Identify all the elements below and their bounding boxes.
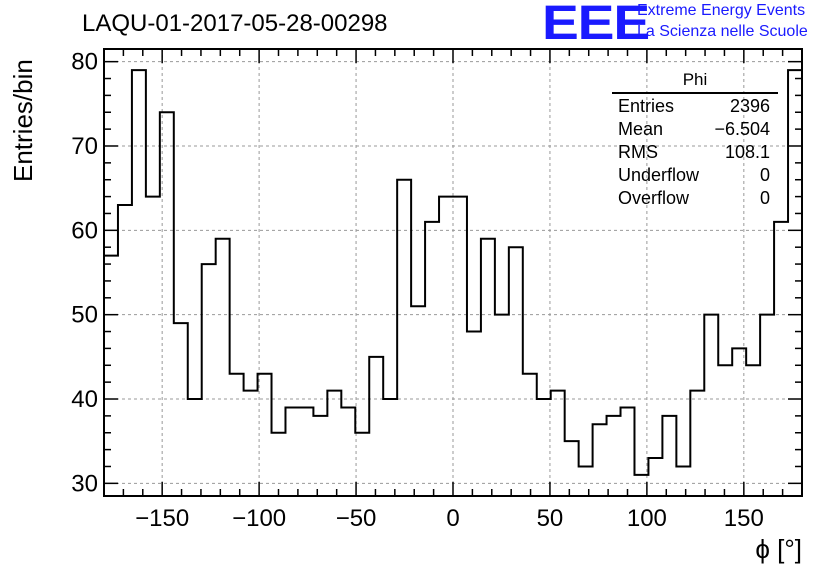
stats-row-overflow: Overflow 0 xyxy=(612,187,778,210)
chart-title: LAQU-01-2017-05-28-00298 xyxy=(82,10,388,37)
stats-label: Underflow xyxy=(618,165,700,185)
stats-value: 0 xyxy=(759,165,770,185)
stats-value: −6.504 xyxy=(714,119,770,139)
logo-caption-1: Extreme Energy Events xyxy=(637,2,806,19)
stats-value: 108.1 xyxy=(724,142,770,162)
y-tick-label: 80 xyxy=(71,49,98,76)
stats-value: 2396 xyxy=(729,96,770,116)
grid-lines xyxy=(104,49,802,496)
logo-caption-2: La Scienza nelle Scuole xyxy=(637,23,808,40)
stats-label: Entries xyxy=(618,96,675,116)
x-tick-label: 100 xyxy=(627,505,667,532)
x-tick-label: −100 xyxy=(232,505,286,532)
stats-value: 0 xyxy=(759,188,770,208)
stats-row-entries: Entries 2396 xyxy=(612,95,778,118)
y-tick-label: 70 xyxy=(71,133,98,160)
x-tick-label: 50 xyxy=(537,505,564,532)
stats-row-rms: RMS 108.1 xyxy=(612,141,778,164)
y-tick-label: 50 xyxy=(71,302,98,329)
x-tick-label: 0 xyxy=(446,505,459,532)
stats-row-mean: Mean −6.504 xyxy=(612,118,778,141)
y-tick-label: 60 xyxy=(71,217,98,244)
x-tick-label: −50 xyxy=(336,505,377,532)
x-axis-label: ϕ [°] xyxy=(755,534,802,564)
stats-row-underflow: Underflow 0 xyxy=(612,164,778,187)
stats-label: Overflow xyxy=(618,188,690,208)
y-tick-label: 30 xyxy=(71,470,98,497)
x-tick-label: 150 xyxy=(724,505,764,532)
axes: −150 −100 −50 0 50 100 150 30 40 50 60 70 80 xyxy=(71,49,803,532)
histogram-step-line xyxy=(104,69,802,476)
x-tick-label: −150 xyxy=(135,505,189,532)
y-tick-label: 40 xyxy=(71,386,98,413)
y-axis-label: Entries/bin xyxy=(8,59,38,182)
stats-label: Mean xyxy=(618,119,664,139)
eee-logo: EEE xyxy=(542,0,650,50)
stats-title: Phi xyxy=(612,70,778,94)
stats-box: Phi Entries 2396 Mean −6.504 RMS 108.1 U… xyxy=(612,70,778,210)
stats-label: RMS xyxy=(618,142,658,162)
